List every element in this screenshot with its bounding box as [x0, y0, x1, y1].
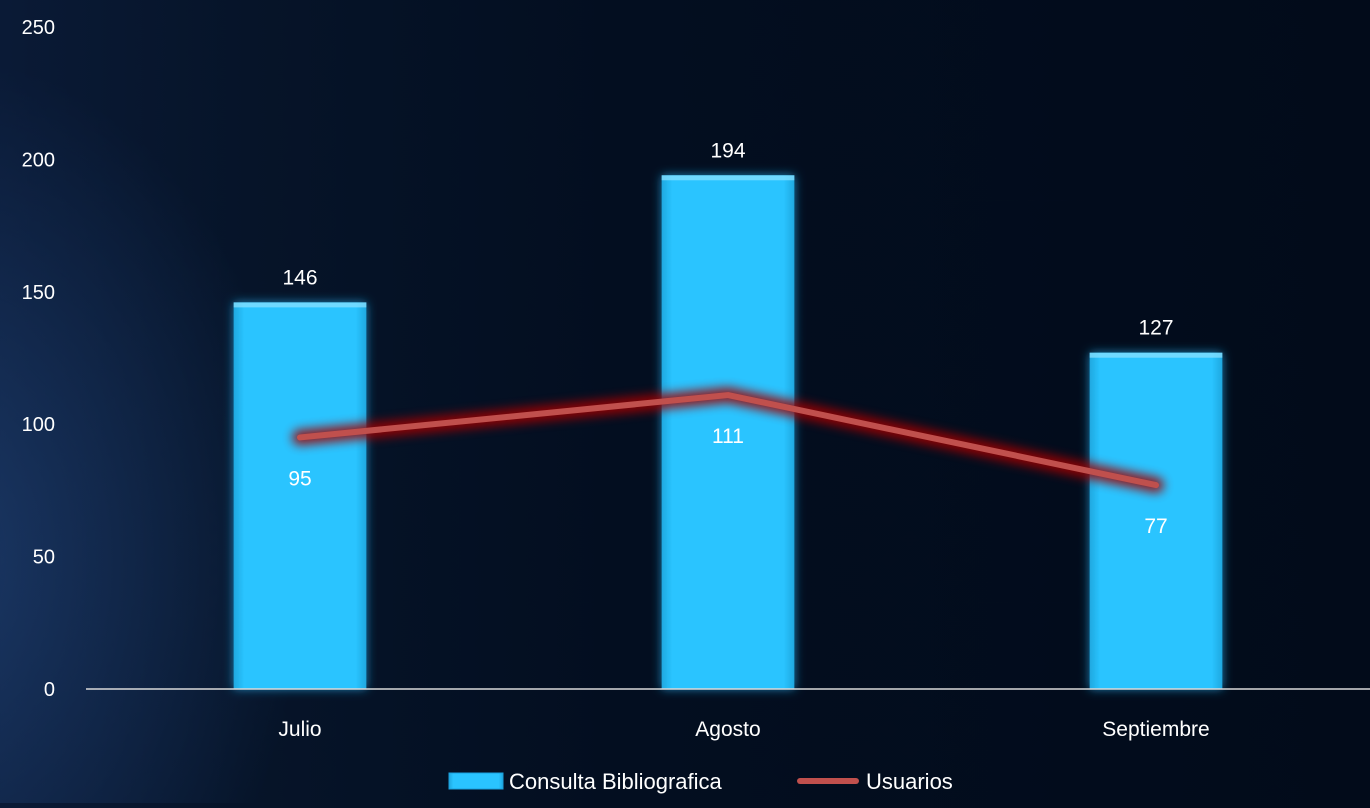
y-axis: 0 50 100 150 200 250	[22, 17, 55, 701]
y-tick-label: 100	[22, 414, 55, 436]
line-series	[292, 387, 1164, 494]
x-tick-label: Julio	[278, 718, 321, 741]
x-tick-label: Septiembre	[1102, 718, 1209, 741]
y-tick-label: 50	[33, 547, 55, 569]
x-axis: Julio Agosto Septiembre	[278, 718, 1209, 741]
bar-data-label: 194	[710, 139, 745, 162]
bar-data-label: 146	[282, 266, 317, 289]
bar-highlight	[233, 302, 367, 308]
line-data-label: 77	[1144, 515, 1167, 538]
legend-label-line: Usuarios	[866, 769, 953, 794]
y-tick-label: 150	[22, 282, 55, 304]
bar-highlight	[1089, 352, 1223, 358]
legend: Consulta Bibliografica Usuarios	[448, 769, 953, 794]
bar	[233, 302, 367, 689]
bar-highlight	[661, 175, 795, 181]
legend-swatch-bar	[448, 772, 504, 790]
y-tick-label: 0	[44, 679, 55, 701]
series-line	[297, 392, 1159, 489]
line-data-label: 111	[712, 425, 744, 448]
line-data-label: 95	[288, 467, 311, 490]
y-tick-label: 200	[22, 149, 55, 171]
bar	[661, 175, 795, 690]
bar-series	[233, 175, 1223, 690]
legend-label-bar: Consulta Bibliografica	[509, 769, 723, 794]
y-tick-label: 250	[22, 17, 55, 39]
x-tick-label: Agosto	[695, 718, 760, 741]
data-labels: 146 194 127 95 111 77	[282, 139, 1173, 538]
bar-data-label: 127	[1138, 317, 1173, 340]
bar	[1089, 352, 1223, 689]
